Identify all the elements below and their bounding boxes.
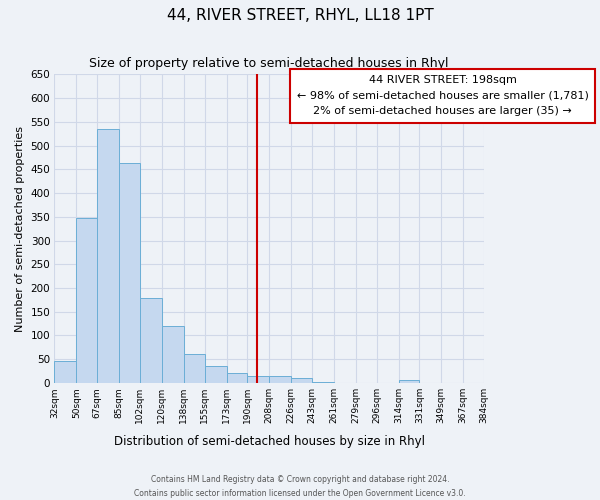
Bar xyxy=(247,376,269,383)
Bar xyxy=(97,129,119,383)
Title: Size of property relative to semi-detached houses in Rhyl: Size of property relative to semi-detach… xyxy=(89,58,449,70)
Bar xyxy=(119,162,140,383)
Bar xyxy=(184,354,205,383)
Bar xyxy=(227,373,247,383)
Bar xyxy=(55,360,76,383)
Y-axis label: Number of semi-detached properties: Number of semi-detached properties xyxy=(15,126,25,332)
Bar xyxy=(484,379,505,383)
X-axis label: Distribution of semi-detached houses by size in Rhyl: Distribution of semi-detached houses by … xyxy=(114,434,425,448)
Bar xyxy=(205,366,227,383)
Bar xyxy=(398,380,419,383)
Bar xyxy=(162,326,184,383)
Bar xyxy=(76,218,97,383)
Bar xyxy=(291,378,312,383)
Text: Contains HM Land Registry data © Crown copyright and database right 2024.
Contai: Contains HM Land Registry data © Crown c… xyxy=(134,476,466,498)
Bar xyxy=(269,376,291,383)
Bar xyxy=(140,298,162,383)
Text: 44, RIVER STREET, RHYL, LL18 1PT: 44, RIVER STREET, RHYL, LL18 1PT xyxy=(167,8,433,22)
Text: 44 RIVER STREET: 198sqm  
← 98% of semi-detached houses are smaller (1,781)
  2%: 44 RIVER STREET: 198sqm ← 98% of semi-de… xyxy=(296,75,589,116)
